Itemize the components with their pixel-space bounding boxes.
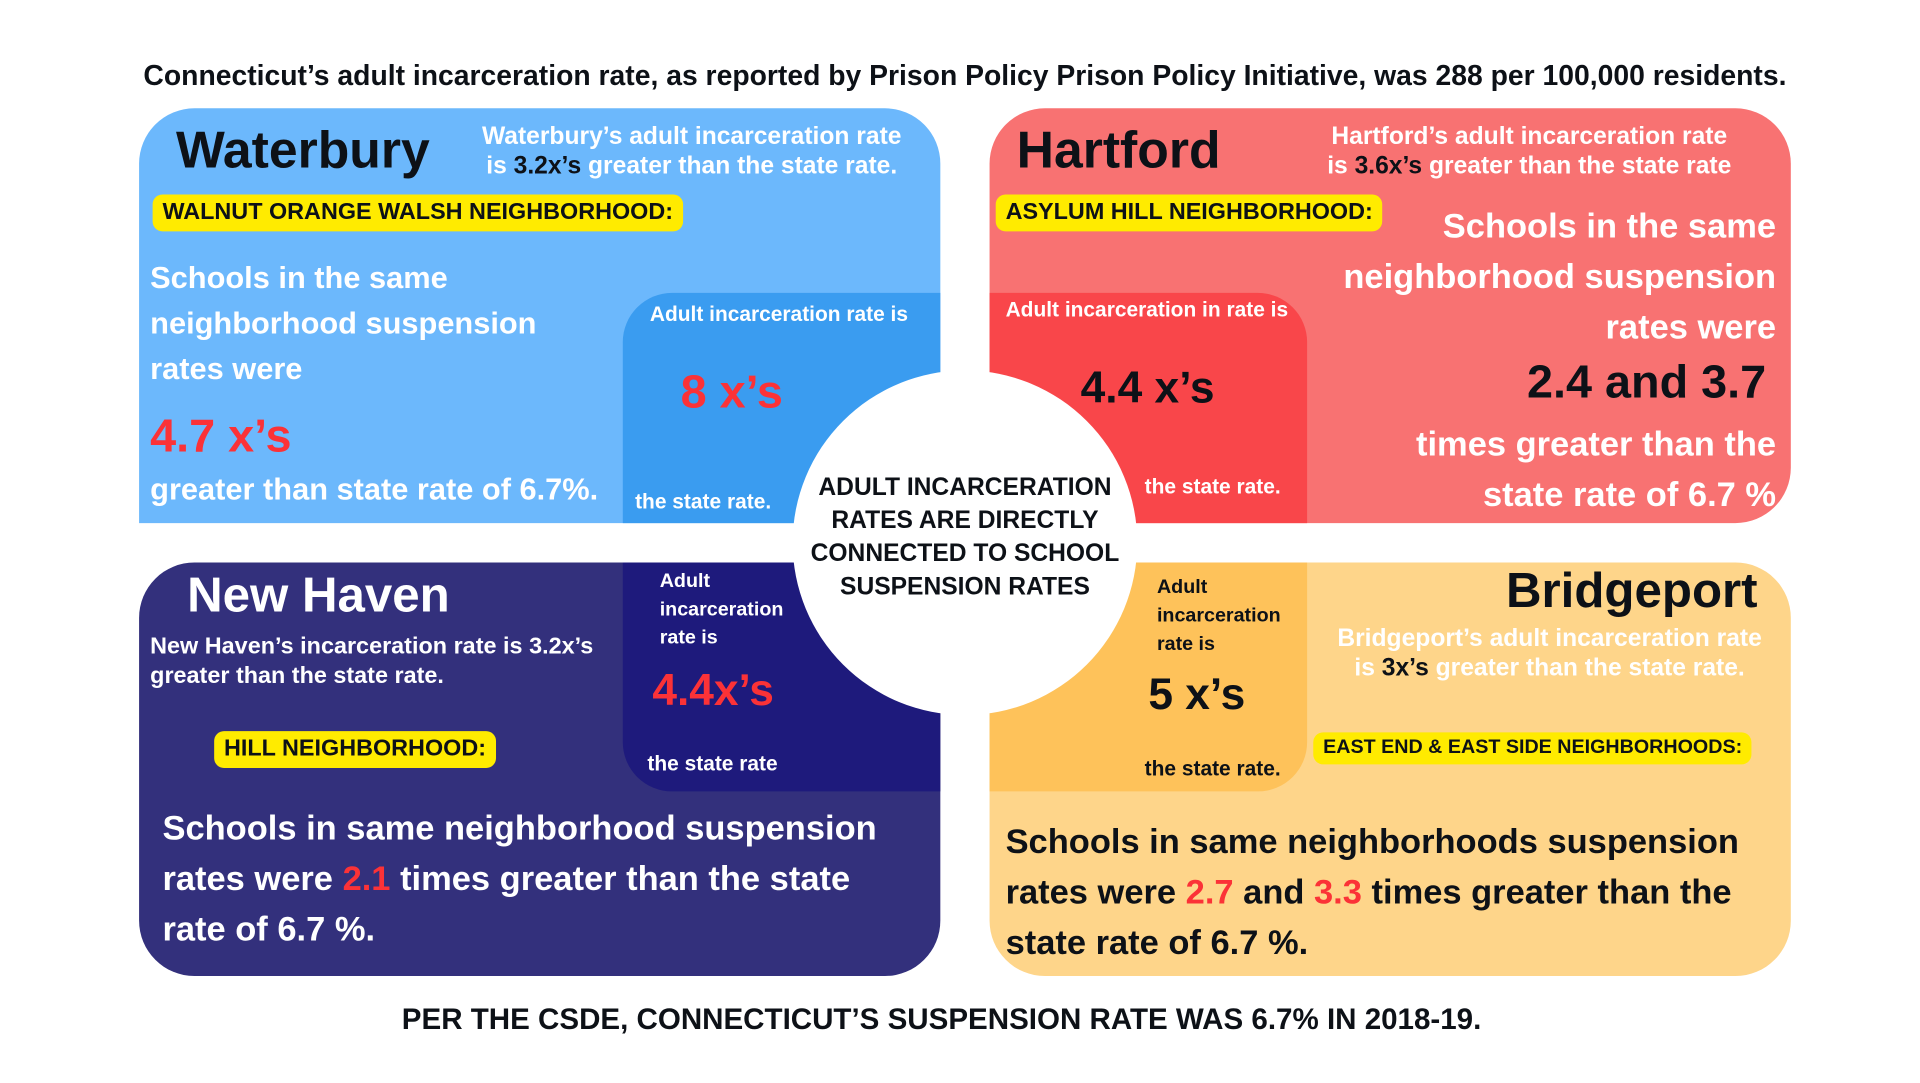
newhaven-neighborhood-tag: HILL NEIGHBORHOOD: xyxy=(214,731,496,769)
bridgeport-inner-label: Adult incarceration rate is xyxy=(1156,577,1281,655)
waterbury-multiple: 4.7 x’s xyxy=(150,411,292,463)
hartford-inner-value: 4.4 x’s xyxy=(1080,361,1215,413)
header-text: Connecticut’s adult incarceration rate, … xyxy=(143,59,1787,92)
hartford-inner-end: the state rate. xyxy=(1144,475,1281,499)
hartford-rate: Hartford’s adult incarceration rate is 3.… xyxy=(1327,123,1732,180)
hartford-inner-label: Adult incarceration in rate is xyxy=(1005,297,1289,322)
waterbury-schools-end: greater than state rate of 6.7%. xyxy=(150,472,599,508)
center-text: ADULT INCARCERATION RATES ARE DIRECTLY C… xyxy=(810,473,1120,601)
newhaven-schools-text: Schools in same neighborhood suspension … xyxy=(162,808,877,948)
bridgeport-schools-text: Schools in same neighborhoods suspension… xyxy=(1005,822,1739,962)
newhaven-title: New Haven xyxy=(187,568,450,623)
waterbury-inner-value: 8 x’s xyxy=(680,366,783,419)
hartford-neighborhood-tag: ASYLUM HILL NEIGHBORHOOD: xyxy=(995,194,1383,232)
waterbury-neighborhood-tag: WALNUT ORANGE WALSH NEIGHBORHOOD: xyxy=(152,194,683,232)
hartford-schools-end: times greater than the state rate of 6.7… xyxy=(1415,424,1777,514)
footer-text: PER THE CSDE, CONNECTICUT’S SUSPENSION R… xyxy=(401,1003,1482,1037)
waterbury-title: Waterbury xyxy=(176,120,430,179)
hartford-title: Hartford xyxy=(1016,120,1221,179)
hartford-multiple: 2.4 and 3.7 xyxy=(1527,356,1767,409)
waterbury-schools-text: Schools in the same neighborhood suspens… xyxy=(150,260,537,387)
waterbury-inner-label: Adult incarceration rate is xyxy=(649,302,909,327)
bridgeport-rate: Bridgeport’s adult incarceration rate is … xyxy=(1337,625,1762,682)
bridgeport-neighborhood-tag: EAST END & EAST SIDE NEIGHBORHOODS: xyxy=(1313,732,1753,765)
bridgeport-inner-value: 5 x’s xyxy=(1148,668,1246,719)
waterbury-rate: Waterbury’s adult incarceration rate is 3… xyxy=(481,123,902,180)
waterbury-inner-end: the state rate. xyxy=(635,489,772,514)
center-circle xyxy=(792,370,1138,716)
bridgeport-inner-end: the state rate. xyxy=(1144,756,1281,781)
newhaven-inner-label: Adult incarceration rate is xyxy=(659,571,784,649)
bridgeport-title: Bridgeport xyxy=(1505,563,1758,618)
newhaven-inner-value: 4.4x’s xyxy=(652,664,774,716)
newhaven-inner-end: the state rate xyxy=(647,752,778,776)
hartford-schools-text: Schools in the same neighborhood suspens… xyxy=(1343,206,1777,346)
newhaven-rate: New Haven’s incarceration rate is 3.2x’s… xyxy=(150,633,594,690)
